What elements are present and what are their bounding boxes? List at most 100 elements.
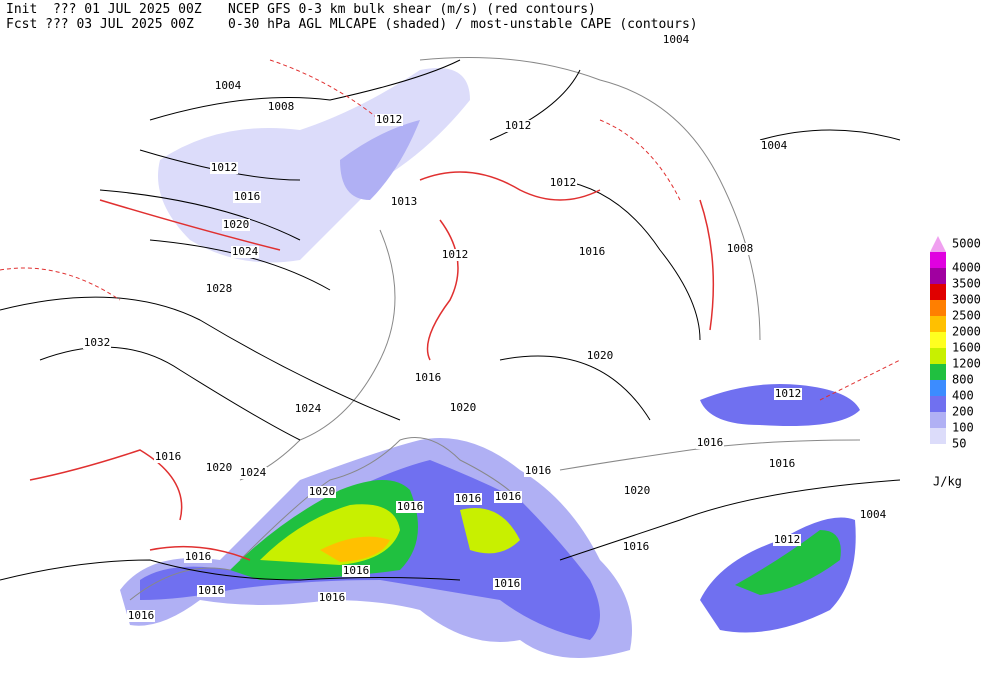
header: Init ??? 01 JUL 2025 00Z NCEP GFS 0-3 km… [6,2,698,32]
isobar-label: 1016 [455,492,482,505]
isobar-label: 1016 [319,591,346,604]
legend-unit: J/kg [933,475,962,489]
legend-label: 3500 [952,277,981,291]
isobar-label: 1016 [343,564,370,577]
forecast-time: Fcst ??? 03 JUL 2025 00Z [6,17,194,32]
label-bg [760,140,788,152]
label-bg [586,350,614,362]
label-bg [210,162,238,174]
isobar-label: 1024 [232,245,259,258]
label-bg [441,249,469,261]
legend-label: 400 [952,389,974,403]
shear-contour [29,171,715,561]
isobar-label: 1008 [268,100,295,113]
legend-label: 800 [952,373,974,387]
isobar-label: 1012 [376,113,403,126]
label-bg [214,80,242,92]
legend-label: 2000 [952,325,981,339]
legend-swatch [930,300,946,316]
label-bg [494,491,522,503]
isobar-label: 1016 [155,450,182,463]
isobar-label: 1004 [215,79,242,92]
label-bg [774,388,802,400]
legend-label: 200 [952,405,974,419]
label-bg [504,120,532,132]
legend-label: 1200 [952,357,981,371]
label-bg [578,246,606,258]
label-bg [524,465,552,477]
label-bg [696,437,724,449]
isobar-label: 1008 [727,242,754,255]
isobar-label: 1004 [860,508,887,521]
legend-swatch [930,284,946,300]
isobar-label: 1020 [587,349,614,362]
legend-label: 50 [952,437,966,451]
label-bg [222,219,250,231]
label-bg [308,486,336,498]
label-bg [768,458,796,470]
isobar-label: 1004 [761,139,788,152]
label-bg [454,493,482,505]
cape-shade [700,384,860,426]
label-bg [205,462,233,474]
isobar-label: 1012 [775,387,802,400]
label-bg [726,243,754,255]
isobar-label: 1012 [211,161,238,174]
label-bg [197,585,225,597]
cape-shade [735,530,841,595]
label-bg [549,177,577,189]
isobar-label: 1012 [550,176,577,189]
legend-swatch [930,252,946,268]
label-bg [233,191,261,203]
label-bg [342,565,370,577]
isobar-label: 1004 [663,33,690,46]
isobar-label: 1016 [128,609,155,622]
cape-shade [460,508,520,554]
label-bg [859,509,887,521]
isobar-label: 1016 [397,500,424,513]
label-bg [294,403,322,415]
isobar-label: 1013 [391,195,418,208]
isobar-label: 1032 [84,336,111,349]
isobar-label: 1028 [206,282,233,295]
isobar-label: 1016 [495,490,522,503]
label-bg [127,610,155,622]
isobar-label: 1020 [309,485,336,498]
label-bg [205,283,233,295]
legend-label: 5000 [952,237,981,251]
legend-swatch [930,332,946,348]
legend-swatch [930,364,946,380]
legend-swatch [930,348,946,364]
legend-swatch [930,428,946,444]
isobar-label: 1012 [442,248,469,261]
legend-swatch [930,268,946,284]
legend-label: 3000 [952,293,981,307]
legend-swatch [930,316,946,332]
label-bg [449,402,477,414]
isobar-label: 1016 [185,550,212,563]
isobar-label: 1016 [623,540,650,553]
model-title: NCEP GFS 0-3 km bulk shear (m/s) (red co… [228,2,596,17]
label-bg [231,246,259,258]
label-bg [184,551,212,563]
label-bg [239,467,267,479]
isobar-label: 1016 [234,190,261,203]
isobar-label: 1024 [240,466,267,479]
label-bg [318,592,346,604]
isobar-label: 1016 [198,584,225,597]
coastline [129,57,861,601]
cape-shade [158,68,470,263]
label-bg [414,372,442,384]
isobar-label: 1016 [415,371,442,384]
label-bg [662,34,690,46]
isobar-label: 1020 [624,484,651,497]
isobar-label: 1016 [697,436,724,449]
legend-label: 1600 [952,341,981,355]
field-title: 0-30 hPa AGL MLCAPE (shaded) / most-unst… [228,17,698,32]
label-bg [773,534,801,546]
isobar-label: 1012 [505,119,532,132]
legend-swatch [930,236,946,252]
label-bg [396,501,424,513]
cape-shade [340,120,420,200]
